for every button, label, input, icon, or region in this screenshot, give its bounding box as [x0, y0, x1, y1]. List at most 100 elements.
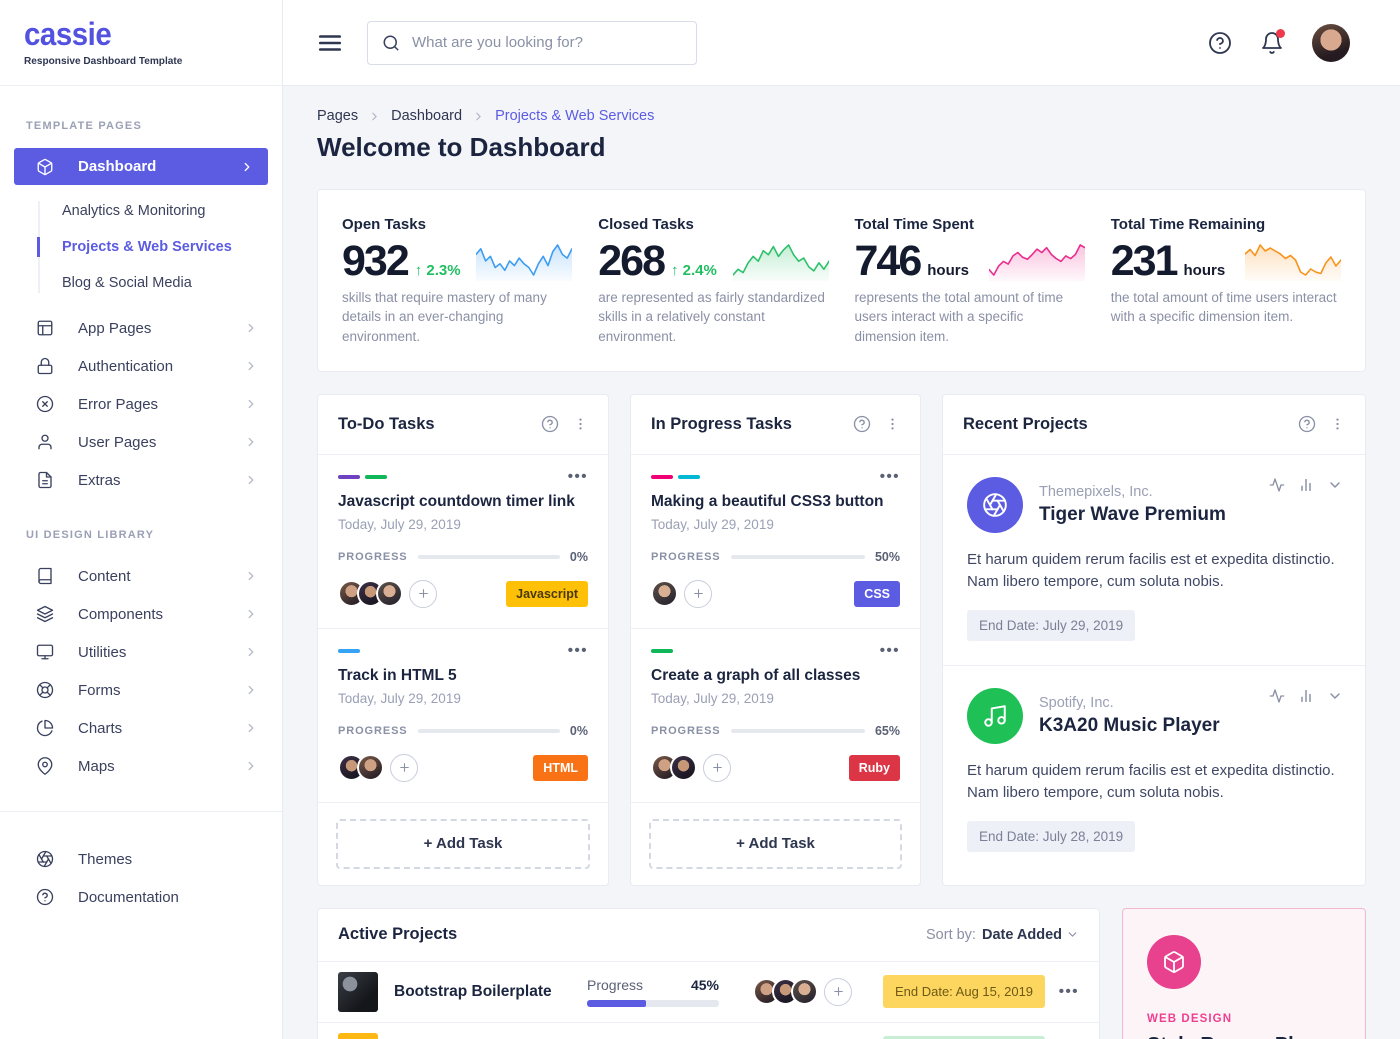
bar-chart-icon[interactable]	[1298, 688, 1314, 704]
sidebar-item-charts[interactable]: Charts	[0, 709, 282, 747]
plus-icon	[398, 761, 411, 774]
avatar[interactable]	[651, 580, 678, 608]
sidebar-subitem-analytics[interactable]: Analytics & Monitoring	[0, 193, 282, 229]
sidebar-item-label: App Pages	[78, 319, 152, 337]
add-task-button[interactable]: + Add Task	[649, 818, 902, 869]
task-tag[interactable]: CSS	[854, 580, 900, 607]
menu-toggle-icon[interactable]	[317, 30, 343, 56]
chevron-right-icon	[244, 759, 258, 773]
sidebar-item-forms[interactable]: Forms	[0, 671, 282, 709]
search-input[interactable]	[412, 34, 682, 51]
sidebar-item-authentication[interactable]: Authentication	[0, 347, 282, 385]
sidebar-item-label: Themes	[78, 850, 133, 868]
add-task-button[interactable]: + Add Task	[336, 818, 590, 869]
task-title[interactable]: Create a graph of all classes	[651, 666, 861, 684]
task-tag[interactable]: Ruby	[848, 754, 900, 781]
progress-fill	[587, 999, 647, 1007]
sidebar-item-dashboard[interactable]: Dashboard	[14, 148, 268, 185]
sort-by-label: Sort by:	[926, 926, 976, 943]
todo-tasks-card: To-Do Tasks ••• Javascript countdown tim…	[317, 393, 609, 886]
bar-chart-icon[interactable]	[1298, 477, 1314, 493]
kebab-menu-icon[interactable]	[573, 415, 588, 433]
progress-percent: 0%	[569, 549, 588, 564]
kebab-menu-icon[interactable]	[1330, 415, 1345, 433]
sidebar-subitem-blog-social[interactable]: Blog & Social Media	[0, 265, 282, 301]
sidebar-item-user-pages[interactable]: User Pages	[0, 423, 282, 461]
sidebar-item-error-pages[interactable]: Error Pages	[0, 385, 282, 423]
help-icon[interactable]	[1298, 415, 1316, 433]
avatar[interactable]	[791, 978, 818, 1006]
add-assignee-button[interactable]	[409, 579, 437, 608]
chevron-down-icon[interactable]	[1327, 688, 1343, 704]
avatar[interactable]	[376, 580, 403, 608]
chevron-down-icon	[1066, 928, 1079, 941]
active-project-row: Bootstrap Boilerplate Progress 45% End D…	[318, 960, 1099, 1022]
activity-icon[interactable]	[1269, 688, 1285, 704]
help-icon[interactable]	[541, 415, 559, 433]
assignee-avatars	[338, 754, 384, 782]
avatar[interactable]	[357, 754, 384, 782]
project-name[interactable]: K3A20 Music Player	[1039, 714, 1220, 736]
sidebar-item-extras[interactable]: Extras	[0, 461, 282, 499]
task-color-bar	[338, 474, 360, 479]
sidebar-item-documentation[interactable]: Documentation	[0, 878, 282, 916]
help-icon[interactable]	[1208, 31, 1232, 55]
more-horizontal-icon[interactable]: •••	[567, 467, 588, 485]
sidebar-item-utilities[interactable]: Utilities	[0, 633, 282, 671]
add-assignee-button[interactable]	[684, 579, 712, 608]
user-avatar[interactable]	[1312, 23, 1350, 62]
topbar	[283, 0, 1400, 86]
task-title[interactable]: Track in HTML 5	[338, 666, 457, 684]
stat-closed-tasks: Closed Tasks 268 ↑ 2.4% are represented …	[598, 216, 829, 347]
sidebar-item-maps[interactable]: Maps	[0, 747, 282, 785]
task-title[interactable]: Javascript countdown timer link	[338, 492, 575, 510]
project-name[interactable]: Bootstrap Boilerplate	[394, 982, 552, 1000]
avatar[interactable]	[670, 754, 697, 782]
sidebar-item-label: Dashboard	[78, 158, 157, 175]
sparkline-chart	[732, 241, 829, 282]
task-title[interactable]: Making a beautiful CSS3 button	[651, 492, 884, 510]
sidebar-item-themes[interactable]: Themes	[0, 840, 282, 878]
end-date-badge: End Date: July 28, 2019	[967, 820, 1136, 852]
breadcrumb-dashboard[interactable]: Dashboard	[391, 108, 463, 124]
progress-label: PROGRESS	[651, 724, 721, 737]
activity-icon[interactable]	[1269, 477, 1285, 493]
app-logo[interactable]: cassie	[24, 16, 112, 52]
task-tag[interactable]: Javascript	[506, 580, 588, 607]
project-name[interactable]: Tiger Wave Premium	[1039, 503, 1226, 525]
sidebar-item-content[interactable]: Content	[0, 557, 282, 595]
add-assignee-button[interactable]	[390, 753, 418, 782]
card-title: Active Projects	[338, 925, 458, 944]
sidebar-item-app-pages[interactable]: App Pages	[0, 309, 282, 347]
sort-dropdown[interactable]: Date Added	[982, 927, 1079, 943]
more-horizontal-icon[interactable]: •••	[567, 641, 588, 659]
project-company: Spotify, Inc.	[1039, 694, 1114, 711]
search-box	[367, 20, 697, 65]
progress-track	[417, 728, 560, 733]
sidebar-item-components[interactable]: Components	[0, 595, 282, 633]
more-horizontal-icon[interactable]: •••	[879, 467, 900, 485]
monitor-icon	[36, 643, 54, 661]
kebab-menu-icon[interactable]	[885, 415, 900, 433]
sparkline-chart	[476, 241, 573, 282]
more-horizontal-icon[interactable]: •••	[879, 641, 900, 659]
plus-icon	[711, 761, 724, 774]
breadcrumb-pages[interactable]: Pages	[317, 108, 359, 124]
layout-icon	[36, 319, 54, 337]
help-icon[interactable]	[853, 415, 871, 433]
progress-percent: 50%	[874, 549, 900, 564]
add-assignee-button[interactable]	[824, 977, 852, 1006]
promo-title: Style Ranger Plus	[1147, 1034, 1341, 1039]
chevron-down-icon[interactable]	[1327, 477, 1343, 493]
stat-time-spent: Total Time Spent 746 hours represents th…	[855, 216, 1085, 347]
sidebar-subitem-projects-web-services[interactable]: Projects & Web Services	[0, 229, 282, 265]
more-horizontal-icon[interactable]: •••	[1058, 982, 1079, 1000]
sidebar-item-label: Authentication	[78, 357, 174, 375]
stat-description: the total amount of time users interact …	[1110, 289, 1337, 325]
chevron-right-icon	[472, 110, 485, 123]
notifications-button[interactable]	[1260, 28, 1285, 55]
task-color-bar	[651, 474, 673, 479]
task-tag[interactable]: HTML	[533, 754, 588, 781]
add-assignee-button[interactable]	[703, 753, 731, 782]
stat-delta: ↑ 2.4%	[671, 261, 717, 279]
